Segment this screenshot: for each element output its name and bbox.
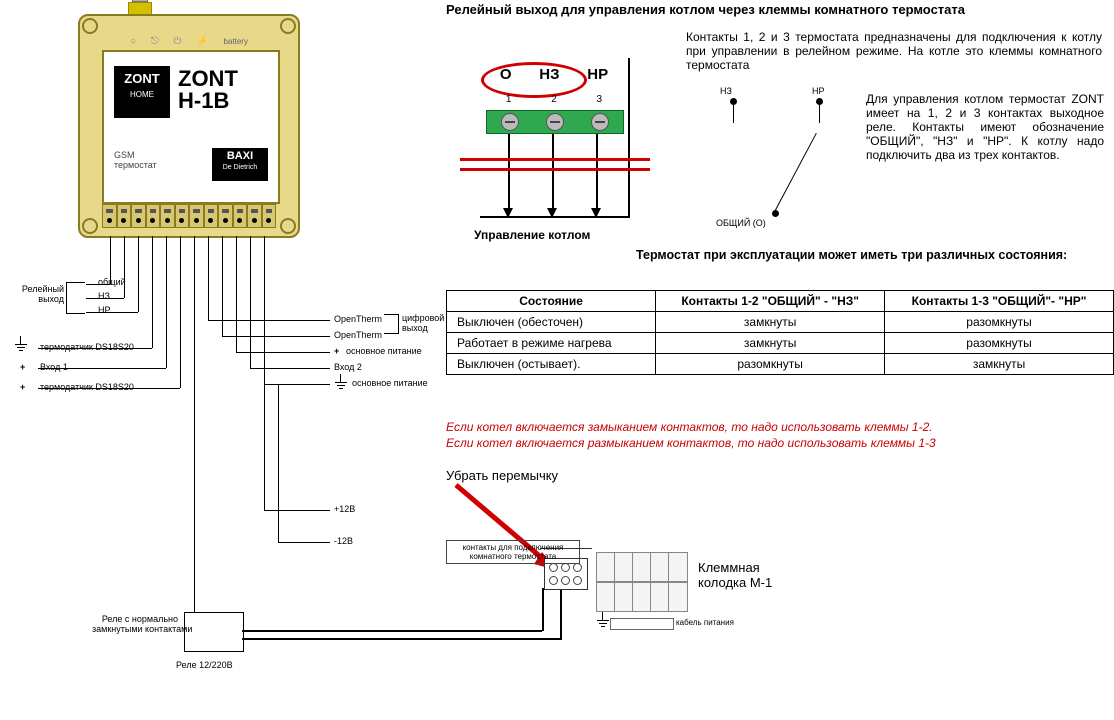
brace [384,314,399,334]
relay-np: НР [812,86,825,96]
relay-common: ОБЩИЙ (О) [716,218,766,228]
baxi-logo: BAXIDe Dietrich [212,148,268,181]
arrow-down-icon [503,208,513,218]
ot1-label: OpenTherm [334,314,382,324]
red-note-2: Если котел включается размыканием контак… [446,436,936,450]
relay-symbol [722,90,852,230]
screw-row [486,110,624,134]
wire [264,384,330,385]
red-note-1: Если котел включается замыканием контакт… [446,420,933,434]
main-power-label: основное питание [346,346,422,356]
model-label: ZONT H-1B [178,68,238,112]
relay-box [184,612,244,652]
zont-logo: ZONTHOME [114,66,170,118]
wire [542,588,544,631]
relay-caption2: Реле 12/220В [176,660,233,670]
states-table: Состояние Контакты 1-2 "ОБЩИЙ" - "НЗ" Ко… [446,290,1114,375]
wire [250,368,330,369]
main-power2-label: основное питание [352,378,428,388]
wire [264,236,265,384]
wire [138,236,139,312]
wire [208,320,330,321]
wire [278,542,330,543]
main-title: Релейный выход для управления котлом чер… [446,2,965,17]
digital-group-label: цифровой выход [402,313,444,333]
status-row: ○ ⎋ ⏻ ⚡ battery [106,36,272,48]
ot2-label: OpenTherm [334,330,382,340]
power-cable [610,618,674,630]
wire [194,236,195,612]
wire [236,236,237,352]
common-label: общий [98,277,126,287]
brace [66,282,85,314]
m1-block [596,552,686,612]
contacts-caption: контакты для подключения комнатного терм… [446,540,580,564]
np-label: НР [98,305,111,315]
wire [278,384,279,542]
gnd-icon [596,618,610,631]
gnd-icon [14,342,28,355]
terminal-block: ОНЗНР 123 [480,58,630,218]
wire [242,638,562,640]
m1-caption: Клеммная колодка М-1 [698,560,772,590]
wire [222,236,223,336]
wire [242,630,542,632]
in1-label: Вход 1 [40,362,68,372]
device-faceplate: ZONTHOME ZONT H-1B GSM термостат BAXIDe … [102,50,280,204]
wire [560,588,562,639]
gnd-icon [334,380,348,393]
red-circle [481,62,587,98]
sensor2-label: термодатчик DS18S20 [40,382,134,392]
arrow-down-icon [591,208,601,218]
wire [264,384,265,510]
m12-label: -12В [334,536,353,546]
wire [86,312,138,313]
terminal-row [102,204,276,226]
zont-device: ○ ⎋ ⏻ ⚡ battery ZONTHOME ZONT H-1B GSM т… [78,14,300,238]
in2-label: Вход 2 [334,362,362,372]
wire [124,236,125,298]
tblock-caption: Управление котлом [474,228,590,242]
states-title: Термостат при эксплуатации может иметь т… [636,248,1067,262]
wire [152,236,153,348]
sensor1-label: термодатчик DS18S20 [40,342,134,352]
intro-text: Контакты 1, 2 и 3 термостата предназначе… [686,30,1102,72]
wire [222,336,330,337]
wire [250,236,251,368]
nz-label: НЗ [98,291,110,301]
wire [208,236,209,320]
wire [166,236,167,368]
antenna-tip-icon [132,0,148,2]
gsm-label: GSM термостат [114,150,157,170]
wire [236,352,330,353]
arrow-down-icon [547,208,557,218]
wire [264,510,330,511]
relay-text: Для управления котлом термостат ZONT име… [866,92,1104,162]
wire [180,236,181,388]
relay-caption: Реле с нормально замкнутыми контактами [92,614,178,634]
relay-nz: НЗ [720,86,732,96]
relay-group-label: Релейный выход [4,284,64,304]
p12-label: +12В [334,504,355,514]
cable-caption: кабель питания [676,618,734,627]
